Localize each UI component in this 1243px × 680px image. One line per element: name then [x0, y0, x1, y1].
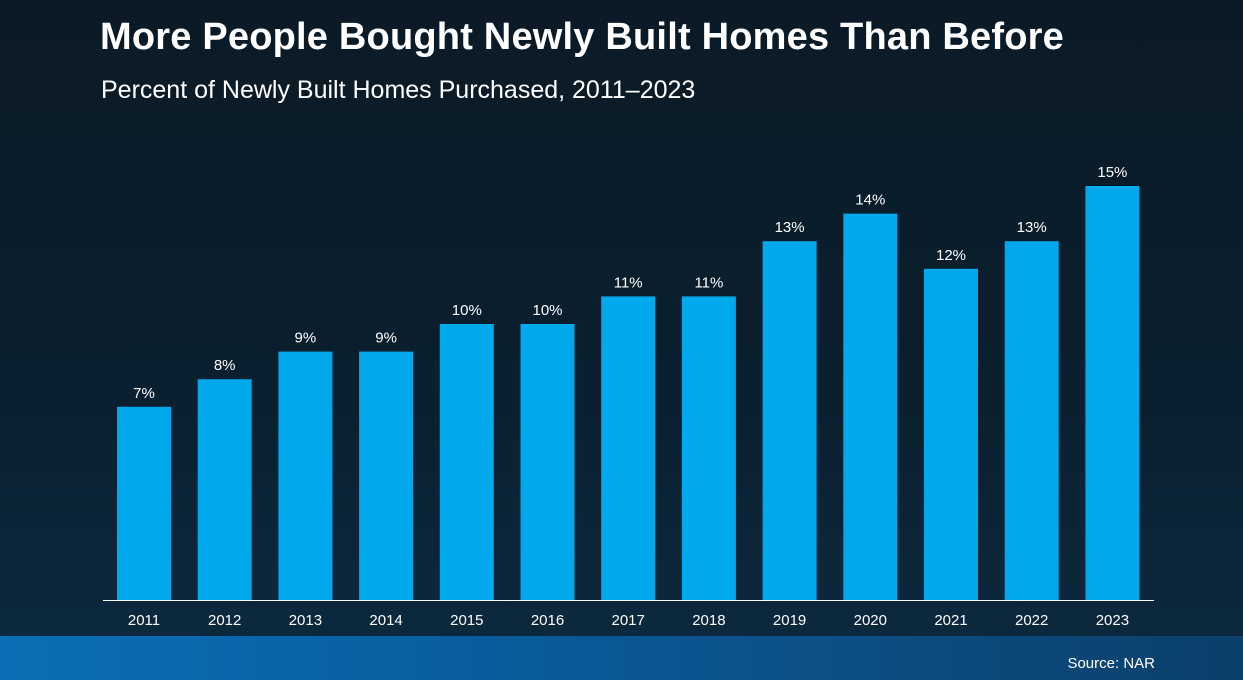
bar-2012	[197, 379, 252, 600]
bar-2014	[359, 351, 414, 600]
x-tick-label-2020: 2020	[854, 612, 887, 629]
bar-2013	[278, 351, 333, 600]
x-tick-label-2011: 2011	[128, 612, 160, 629]
data-label-2011: 7%	[133, 385, 155, 402]
bar-2017	[601, 296, 656, 600]
x-tick-label-2021: 2021	[934, 612, 967, 629]
x-tick-label-2023: 2023	[1096, 612, 1129, 629]
data-label-2013: 9%	[295, 330, 317, 347]
footer-band	[0, 636, 1243, 680]
bar-2022	[1004, 241, 1059, 600]
bar-2019	[762, 241, 817, 600]
x-tick-label-2013: 2013	[289, 612, 322, 629]
x-tick-label-2018: 2018	[692, 612, 725, 629]
bar-2011	[117, 406, 171, 600]
data-label-2022: 13%	[1017, 219, 1047, 236]
data-label-2018: 11%	[694, 274, 723, 291]
bar-chart: 7% 2011 8% 2012 9% 2013 9% 2014 10% 2015 10% 2016 11…	[117, 164, 1140, 629]
chart-title: More People Bought Newly Built Homes Tha…	[100, 16, 1064, 58]
x-tick-label-2022: 2022	[1015, 612, 1048, 629]
data-label-2017: 11%	[614, 274, 643, 291]
data-label-2015: 10%	[452, 302, 482, 319]
data-label-2016: 10%	[532, 302, 562, 319]
bar-2018	[681, 296, 736, 600]
x-tick-label-2016: 2016	[531, 612, 564, 629]
bar-2016	[520, 324, 575, 600]
x-tick-label-2019: 2019	[773, 612, 806, 629]
chart-subtitle: Percent of Newly Built Homes Purchased, …	[101, 76, 696, 104]
data-label-2020: 14%	[855, 192, 885, 209]
bar-2021	[924, 268, 978, 600]
x-tick-label-2015: 2015	[450, 612, 483, 629]
bar-2015	[439, 324, 494, 600]
bar-2020	[843, 213, 898, 600]
x-tick-label-2014: 2014	[369, 612, 402, 629]
x-tick-label-2012: 2012	[208, 612, 241, 629]
data-label-2012: 8%	[214, 357, 236, 374]
x-tick-label-2017: 2017	[612, 612, 645, 629]
data-label-2019: 13%	[775, 219, 805, 236]
data-label-2014: 9%	[375, 330, 397, 347]
source-note: Source: NAR	[1067, 655, 1155, 672]
data-label-2023: 15%	[1097, 164, 1127, 181]
bar-2023	[1085, 186, 1140, 600]
data-label-2021: 12%	[936, 247, 966, 264]
